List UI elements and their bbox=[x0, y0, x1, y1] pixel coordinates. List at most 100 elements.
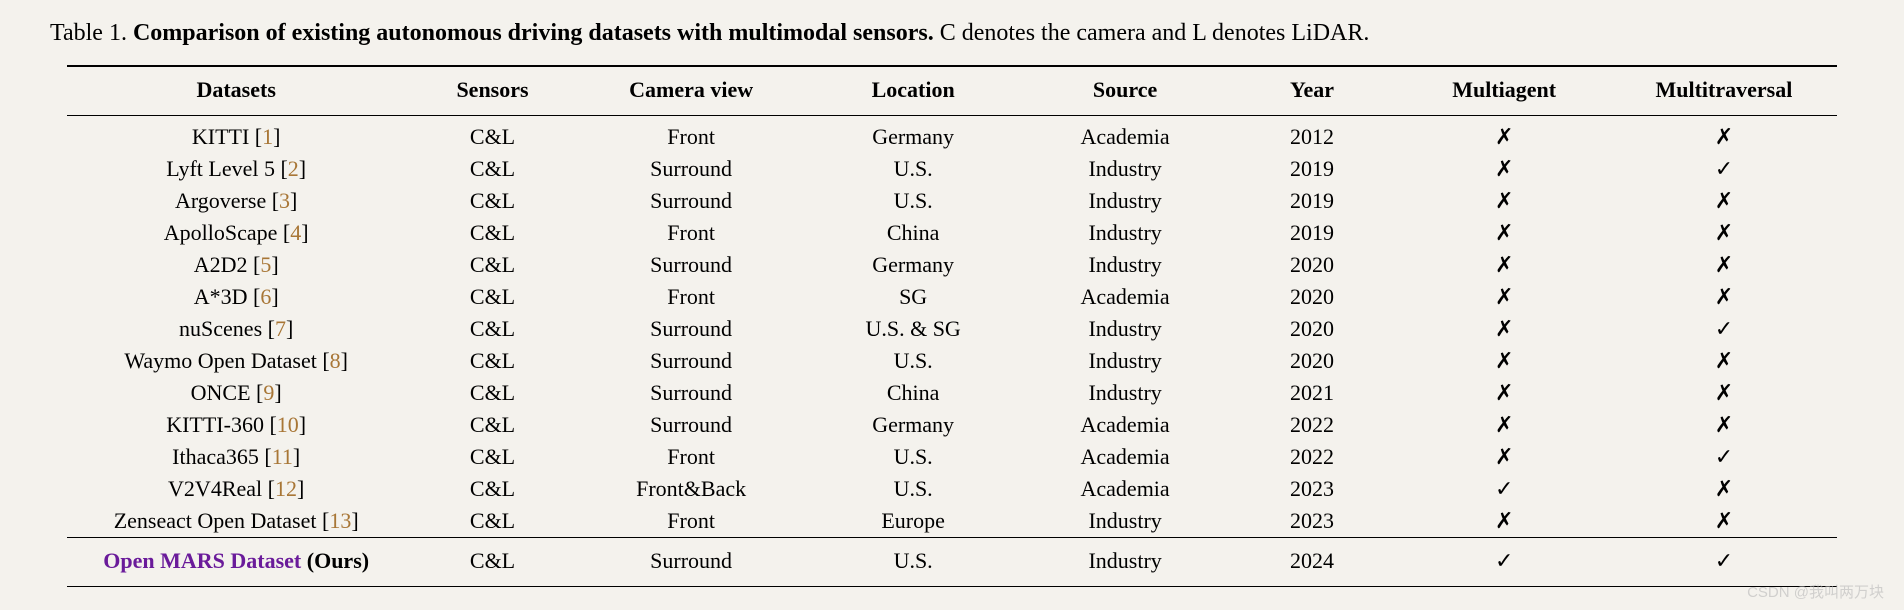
citation: 10 bbox=[277, 412, 299, 437]
cell-camera: Surround bbox=[580, 249, 803, 281]
cell-multiagent: ✗ bbox=[1397, 116, 1610, 154]
cell-camera: Front bbox=[580, 217, 803, 249]
citation: 5 bbox=[260, 252, 271, 277]
cell-source: Academia bbox=[1024, 116, 1227, 154]
col-multitraversal: Multitraversal bbox=[1611, 66, 1837, 116]
cell-camera: Surround bbox=[580, 185, 803, 217]
table-row: Zenseact Open Dataset [13]C&LFrontEurope… bbox=[67, 505, 1837, 538]
cell-year: 2019 bbox=[1227, 185, 1398, 217]
cell-year: 2019 bbox=[1227, 153, 1398, 185]
cell-sensors: C&L bbox=[405, 249, 579, 281]
caption-prefix: Table 1. bbox=[50, 20, 133, 46]
table-row: A2D2 [5]C&LSurroundGermanyIndustry2020✗✗ bbox=[67, 249, 1837, 281]
cell-multiagent: ✗ bbox=[1397, 345, 1610, 377]
cell-multitraversal: ✓ bbox=[1611, 441, 1837, 473]
cell-multiagent: ✗ bbox=[1397, 377, 1610, 409]
table-row: ApolloScape [4]C&LFrontChinaIndustry2019… bbox=[67, 217, 1837, 249]
cell-year: 2024 bbox=[1227, 538, 1398, 587]
cell-dataset: A*3D [6] bbox=[67, 281, 405, 313]
table-row: Lyft Level 5 [2]C&LSurroundU.S.Industry2… bbox=[67, 153, 1837, 185]
cell-year: 2022 bbox=[1227, 441, 1398, 473]
ours-suffix: (Ours) bbox=[301, 548, 369, 573]
col-sensors: Sensors bbox=[405, 66, 579, 116]
cell-dataset: Ithaca365 [11] bbox=[67, 441, 405, 473]
cell-multiagent: ✓ bbox=[1397, 473, 1610, 505]
cell-multitraversal: ✓ bbox=[1611, 153, 1837, 185]
cell-multiagent: ✗ bbox=[1397, 281, 1610, 313]
cell-multitraversal: ✓ bbox=[1611, 313, 1837, 345]
cell-location: China bbox=[803, 377, 1024, 409]
cell-year: 2019 bbox=[1227, 217, 1398, 249]
cell-multiagent: ✗ bbox=[1397, 153, 1610, 185]
cell-camera: Surround bbox=[580, 153, 803, 185]
col-datasets: Datasets bbox=[67, 66, 405, 116]
cell-camera: Surround bbox=[580, 345, 803, 377]
cell-source: Industry bbox=[1024, 185, 1227, 217]
cell-multitraversal: ✗ bbox=[1611, 345, 1837, 377]
cell-sensors: C&L bbox=[405, 345, 579, 377]
cell-dataset: ApolloScape [4] bbox=[67, 217, 405, 249]
citation: 13 bbox=[329, 508, 351, 533]
cell-source: Academia bbox=[1024, 281, 1227, 313]
col-source: Source bbox=[1024, 66, 1227, 116]
cell-year: 2020 bbox=[1227, 345, 1398, 377]
cell-dataset: Waymo Open Dataset [8] bbox=[67, 345, 405, 377]
table-row: Argoverse [3]C&LSurroundU.S.Industry2019… bbox=[67, 185, 1837, 217]
table-row: ONCE [9]C&LSurroundChinaIndustry2021✗✗ bbox=[67, 377, 1837, 409]
table-row-ours: Open MARS Dataset (Ours)C&LSurroundU.S.I… bbox=[67, 538, 1837, 587]
cell-camera: Surround bbox=[580, 313, 803, 345]
cell-dataset: A2D2 [5] bbox=[67, 249, 405, 281]
cell-sensors: C&L bbox=[405, 313, 579, 345]
cell-dataset: Argoverse [3] bbox=[67, 185, 405, 217]
cell-location: Europe bbox=[803, 505, 1024, 538]
cell-year: 2012 bbox=[1227, 116, 1398, 154]
cell-year: 2020 bbox=[1227, 281, 1398, 313]
cell-location: Germany bbox=[803, 409, 1024, 441]
cell-dataset: Zenseact Open Dataset [13] bbox=[67, 505, 405, 538]
cell-year: 2023 bbox=[1227, 473, 1398, 505]
col-multiagent: Multiagent bbox=[1397, 66, 1610, 116]
cell-location: SG bbox=[803, 281, 1024, 313]
cell-dataset: KITTI [1] bbox=[67, 116, 405, 154]
citation: 2 bbox=[288, 156, 299, 181]
table-row: KITTI [1]C&LFrontGermanyAcademia2012✗✗ bbox=[67, 116, 1837, 154]
cell-location: China bbox=[803, 217, 1024, 249]
caption-title: Comparison of existing autonomous drivin… bbox=[133, 20, 934, 46]
cell-camera: Front bbox=[580, 441, 803, 473]
cell-sensors: C&L bbox=[405, 217, 579, 249]
table-header-row: Datasets Sensors Camera view Location So… bbox=[67, 66, 1837, 116]
citation: 6 bbox=[260, 284, 271, 309]
cell-multitraversal: ✓ bbox=[1611, 538, 1837, 587]
cell-sensors: C&L bbox=[405, 116, 579, 154]
cell-year: 2020 bbox=[1227, 249, 1398, 281]
cell-dataset: ONCE [9] bbox=[67, 377, 405, 409]
cell-dataset: KITTI-360 [10] bbox=[67, 409, 405, 441]
cell-year: 2023 bbox=[1227, 505, 1398, 538]
col-location: Location bbox=[803, 66, 1024, 116]
col-camera: Camera view bbox=[580, 66, 803, 116]
cell-multitraversal: ✗ bbox=[1611, 185, 1837, 217]
cell-multiagent: ✗ bbox=[1397, 505, 1610, 538]
cell-dataset: Lyft Level 5 [2] bbox=[67, 153, 405, 185]
table-row: Ithaca365 [11]C&LFrontU.S.Academia2022✗✓ bbox=[67, 441, 1837, 473]
cell-camera: Surround bbox=[580, 377, 803, 409]
citation: 7 bbox=[275, 316, 286, 341]
cell-year: 2020 bbox=[1227, 313, 1398, 345]
cell-source: Industry bbox=[1024, 217, 1227, 249]
cell-sensors: C&L bbox=[405, 505, 579, 538]
cell-location: U.S. bbox=[803, 473, 1024, 505]
cell-multiagent: ✓ bbox=[1397, 538, 1610, 587]
watermark: CSDN @我叫两万块 bbox=[1747, 581, 1884, 602]
cell-camera: Front bbox=[580, 505, 803, 538]
cell-multiagent: ✗ bbox=[1397, 313, 1610, 345]
table-caption: Table 1. Comparison of existing autonomo… bbox=[40, 20, 1864, 47]
cell-location: Germany bbox=[803, 116, 1024, 154]
cell-sensors: C&L bbox=[405, 409, 579, 441]
cell-multiagent: ✗ bbox=[1397, 185, 1610, 217]
citation: 12 bbox=[275, 476, 297, 501]
cell-camera: Surround bbox=[580, 409, 803, 441]
table-row: Waymo Open Dataset [8]C&LSurroundU.S.Ind… bbox=[67, 345, 1837, 377]
cell-source: Industry bbox=[1024, 313, 1227, 345]
cell-multiagent: ✗ bbox=[1397, 441, 1610, 473]
cell-source: Industry bbox=[1024, 505, 1227, 538]
